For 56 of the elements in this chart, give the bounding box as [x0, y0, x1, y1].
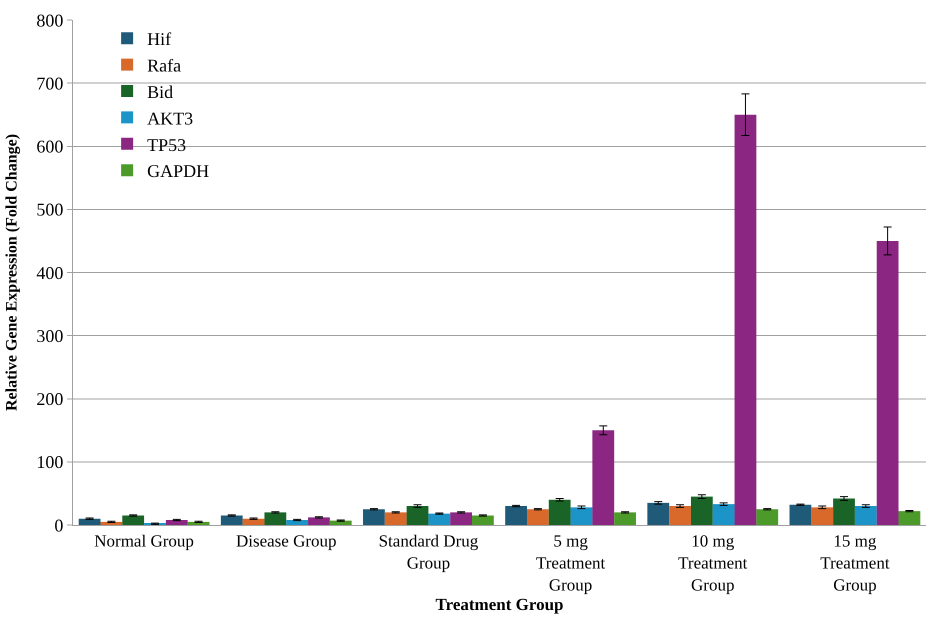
x-axis-title: Treatment Group — [436, 595, 564, 614]
y-tick-label: 0 — [54, 515, 64, 536]
legend-label: GAPDH — [147, 161, 210, 182]
bar — [614, 512, 636, 525]
x-tick-label: 10 mg Treatment Group — [678, 531, 748, 595]
bar — [406, 506, 428, 525]
bar — [690, 496, 713, 525]
x-tick-label: 5 mg Treatment Group — [536, 531, 606, 595]
bar — [363, 509, 385, 525]
x-tick-label: 15 mg Treatment Group — [820, 531, 890, 595]
bar — [712, 504, 735, 525]
bar — [647, 502, 670, 525]
bar — [854, 506, 877, 525]
bar — [570, 507, 592, 525]
y-tick-label: 600 — [36, 136, 64, 157]
y-tick-label: 200 — [36, 389, 64, 410]
y-axis-title: Relative Gene Expression (Fold Change) — [3, 134, 20, 412]
y-tick-label: 400 — [36, 262, 64, 283]
bar — [78, 518, 100, 525]
y-tick-label: 100 — [36, 452, 64, 472]
bar — [330, 520, 352, 525]
y-tick-label: 800 — [36, 10, 64, 30]
bar — [505, 506, 527, 525]
bar — [669, 506, 691, 525]
bar — [756, 509, 778, 525]
x-tick-label: Standard Drug Group — [378, 531, 479, 572]
bar — [166, 520, 188, 525]
bar — [526, 509, 549, 525]
bar — [308, 517, 330, 525]
bar — [450, 512, 472, 525]
x-tick-label: Normal Group — [94, 531, 194, 550]
bar — [122, 516, 144, 525]
bar — [833, 498, 855, 525]
bar — [898, 511, 920, 525]
legend-label: Hif — [147, 29, 172, 50]
bar — [548, 500, 571, 525]
bar — [286, 520, 308, 525]
y-tick-label: 500 — [36, 200, 64, 220]
bar — [734, 114, 756, 525]
bar — [876, 240, 899, 525]
bar — [384, 512, 407, 525]
legend-label: Rafa — [147, 56, 182, 76]
bar — [592, 430, 614, 525]
y-tick-label: 700 — [36, 73, 64, 94]
bar — [264, 512, 286, 525]
bar — [472, 516, 494, 525]
bar — [811, 507, 834, 525]
legend-label: TP53 — [147, 134, 186, 155]
bar — [220, 516, 243, 525]
bar — [790, 504, 812, 525]
y-tick-label: 300 — [36, 326, 64, 346]
legend-label: Bid — [147, 82, 174, 102]
bar — [428, 514, 450, 525]
bar — [242, 518, 264, 525]
legend-label: AKT3 — [147, 108, 194, 128]
x-tick-label: Disease Group — [236, 531, 337, 550]
